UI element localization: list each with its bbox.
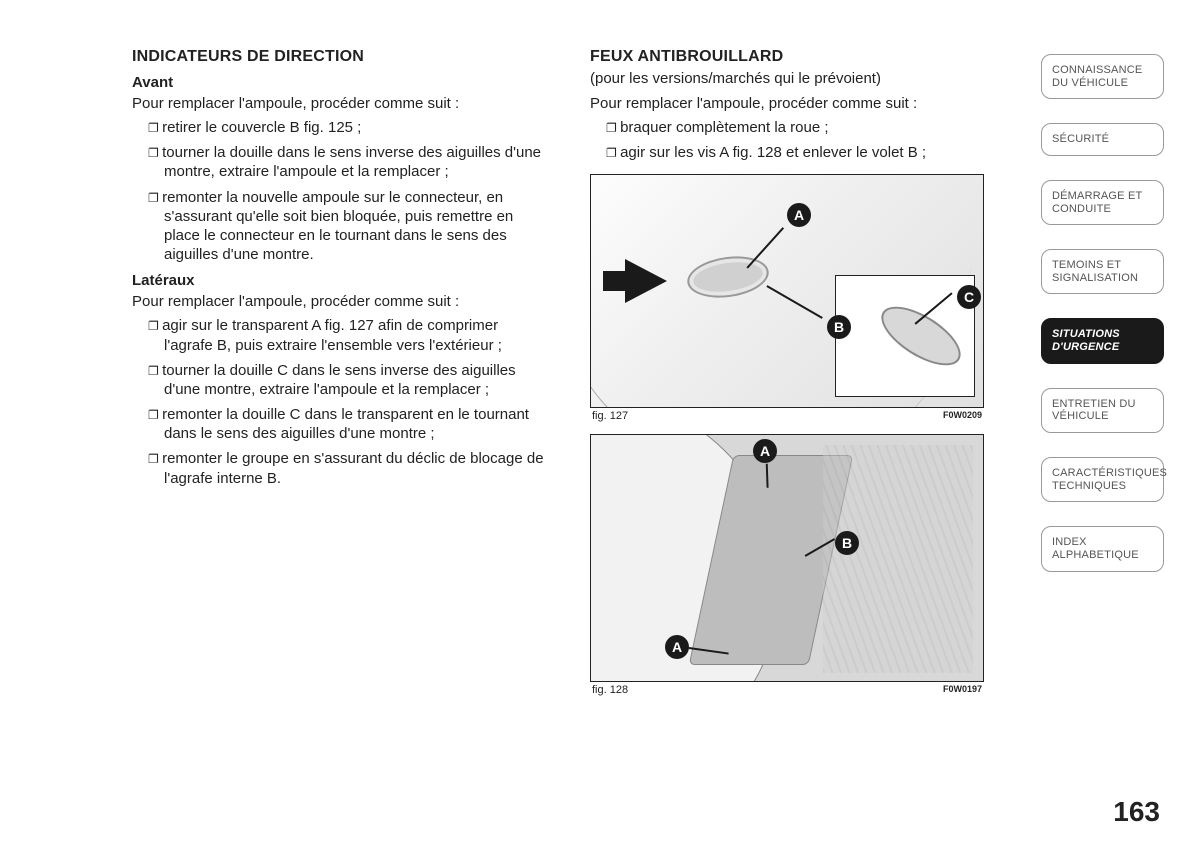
subheading-avant: Avant — [132, 74, 550, 91]
subtitle-feux: (pour les versions/marchés qui le prévoi… — [590, 70, 994, 87]
list-item: agir sur les vis A fig. 128 et enlever l… — [606, 143, 994, 162]
subheading-lateraux: Latéraux — [132, 272, 550, 289]
tab-entretien[interactable]: ENTRETIEN DU VÉHICULE — [1041, 388, 1164, 433]
list-item: tourner la douille dans le sens inverse … — [148, 143, 550, 181]
list-item: remonter la nouvelle ampoule sur le conn… — [148, 188, 550, 265]
list-lateraux: agir sur le transparent A fig. 127 afin … — [132, 316, 550, 488]
intro-feux: Pour remplacer l'ampoule, procéder comme… — [590, 95, 994, 112]
tab-index[interactable]: INDEX ALPHABETIQUE — [1041, 526, 1164, 571]
arrow-icon — [625, 259, 667, 303]
list-item: remonter la douille C dans le transparen… — [148, 405, 550, 443]
fig-label: fig. 127 — [592, 410, 628, 422]
figure-128: A B A — [590, 434, 984, 682]
label-c: C — [957, 285, 981, 309]
page-number: 163 — [1113, 796, 1160, 828]
right-column: FEUX ANTIBROUILLARD (pour les versions/m… — [590, 48, 994, 696]
list-item: braquer complètement la roue ; — [606, 118, 994, 137]
list-feux: braquer complètement la roue ; agir sur … — [590, 118, 994, 162]
left-column: INDICATEURS DE DIRECTION Avant Pour remp… — [132, 48, 550, 696]
section-tabs: CONNAISSANCE DU VÉHICULE SÉCURITÉ DÉMARR… — [1041, 54, 1164, 572]
tab-connaissance[interactable]: CONNAISSANCE DU VÉHICULE — [1041, 54, 1164, 99]
list-item: tourner la douille C dans le sens invers… — [148, 361, 550, 399]
list-item: remonter le groupe en s'assurant du décl… — [148, 449, 550, 487]
fig-label: fig. 128 — [592, 684, 628, 696]
page-content: INDICATEURS DE DIRECTION Avant Pour remp… — [0, 0, 1200, 696]
tab-temoins[interactable]: TEMOINS ET SIGNALISATION — [1041, 249, 1164, 294]
tab-securite[interactable]: SÉCURITÉ — [1041, 123, 1164, 156]
intro-lateraux: Pour remplacer l'ampoule, procéder comme… — [132, 293, 550, 310]
intro-avant: Pour remplacer l'ampoule, procéder comme… — [132, 95, 550, 112]
heading-feux: FEUX ANTIBROUILLARD — [590, 48, 994, 66]
figure-127: A B C — [590, 174, 984, 408]
inset-detail — [835, 275, 975, 397]
list-item: retirer le couvercle B fig. 125 ; — [148, 118, 550, 137]
list-avant: retirer le couvercle B fig. 125 ; tourne… — [132, 118, 550, 264]
tab-urgence[interactable]: SITUATIONS D'URGENCE — [1041, 318, 1164, 363]
fig-code: F0W0209 — [943, 410, 982, 422]
tab-demarrage[interactable]: DÉMARRAGE ET CONDUITE — [1041, 180, 1164, 225]
figure-127-caption: fig. 127 F0W0209 — [590, 408, 984, 422]
tab-caracteristiques[interactable]: CARACTÉRISTIQUES TECHNIQUES — [1041, 457, 1164, 502]
heading-indicateurs: INDICATEURS DE DIRECTION — [132, 48, 550, 66]
list-item: agir sur le transparent A fig. 127 afin … — [148, 316, 550, 354]
figure-128-caption: fig. 128 F0W0197 — [590, 682, 984, 696]
fig-code: F0W0197 — [943, 684, 982, 696]
